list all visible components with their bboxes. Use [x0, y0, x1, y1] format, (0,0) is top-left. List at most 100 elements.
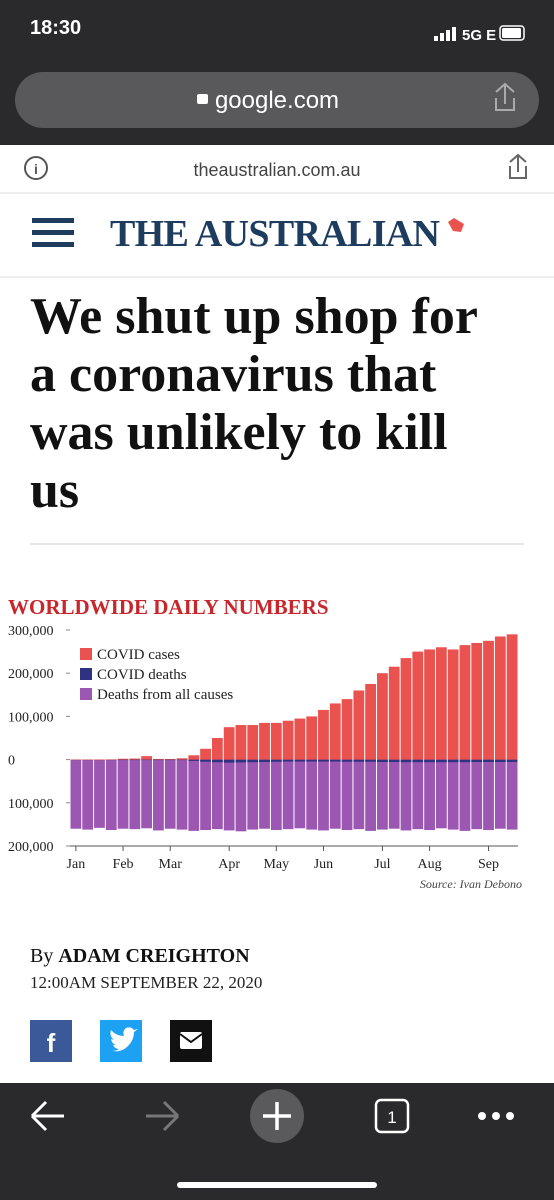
x-tick-label: Jan — [67, 857, 86, 872]
bar — [447, 759, 459, 830]
bar — [188, 759, 200, 761]
bar — [353, 759, 365, 762]
bar — [247, 759, 259, 830]
bar — [176, 759, 188, 761]
info-glyph: i — [34, 161, 38, 177]
address-bar[interactable] — [15, 72, 539, 128]
author: ADAM CREIGHTON — [58, 945, 250, 967]
bar — [164, 759, 176, 761]
bar — [141, 759, 153, 761]
signal — [434, 27, 456, 41]
bar — [164, 759, 176, 829]
bar — [353, 690, 365, 760]
bar — [506, 759, 518, 830]
legend-swatch — [80, 688, 92, 700]
facebook-button[interactable] — [30, 1020, 72, 1062]
bar — [318, 759, 329, 762]
bar — [400, 658, 412, 760]
email-glyph — [180, 1032, 202, 1049]
bar — [70, 759, 82, 829]
legend-swatch — [80, 668, 92, 680]
bar — [82, 759, 94, 830]
bar — [329, 759, 341, 762]
battery-level — [502, 28, 521, 38]
bar — [306, 759, 318, 762]
bar — [211, 759, 223, 763]
bar — [70, 759, 82, 761]
bar — [471, 759, 483, 830]
forward-button[interactable] — [146, 1100, 180, 1132]
bar — [211, 759, 223, 830]
logo-map — [448, 218, 464, 232]
bar — [235, 759, 247, 763]
site-share-icon[interactable] — [509, 153, 527, 179]
bar — [424, 759, 435, 831]
x-tick-label: Sep — [478, 857, 499, 872]
back-button[interactable] — [30, 1100, 64, 1132]
bar — [223, 759, 235, 831]
bar — [506, 759, 518, 762]
bar — [270, 722, 282, 760]
share-icon[interactable] — [495, 82, 515, 111]
chart-title: WORLDWIDE DAILY NUMBERS — [8, 595, 329, 619]
tabs-button[interactable] — [374, 1098, 410, 1134]
bar — [318, 759, 329, 831]
menu-icon[interactable] — [32, 218, 74, 247]
headline-line: us — [30, 462, 79, 519]
bar — [129, 758, 141, 760]
bar — [223, 759, 235, 763]
x-tick-label: Jul — [374, 857, 390, 872]
date: 12:00AM SEPTEMBER 22, 2020 — [30, 973, 262, 992]
bar — [259, 722, 270, 760]
headline-line: a coronavirus that — [30, 346, 437, 403]
bar — [200, 759, 211, 762]
x-tick-label: Jun — [314, 857, 333, 872]
bar — [223, 727, 235, 760]
bar — [282, 759, 294, 762]
bar — [294, 718, 306, 760]
bar — [388, 666, 400, 760]
lock-icon — [197, 94, 208, 104]
bar — [494, 636, 506, 760]
twitter-glyph — [110, 1027, 138, 1052]
legend-label: COVID deaths — [97, 667, 187, 683]
more-button[interactable] — [478, 1112, 514, 1120]
home-indicator — [177, 1182, 377, 1188]
x-tick-label: Aug — [418, 857, 442, 872]
bar — [506, 634, 518, 760]
bar — [388, 759, 400, 829]
bar — [459, 759, 471, 831]
info-icon[interactable] — [24, 156, 48, 180]
bar — [424, 759, 435, 763]
bar — [435, 759, 447, 763]
bar — [483, 759, 494, 762]
headline-line: We shut up shop for — [30, 288, 478, 345]
bar — [435, 759, 447, 829]
bar — [153, 759, 164, 831]
bar — [412, 759, 424, 830]
bar — [105, 759, 117, 831]
bar — [353, 759, 365, 830]
bar — [188, 755, 200, 760]
bar — [306, 759, 318, 830]
y-tick-label: 300,000 — [8, 624, 54, 639]
y-tick-label: 200,000 — [8, 667, 54, 682]
bar — [471, 759, 483, 762]
bar — [400, 759, 412, 831]
x-tick-label: May — [263, 857, 289, 872]
bar — [412, 651, 424, 760]
x-tick-label: Feb — [113, 857, 134, 872]
plus-glyph — [263, 1102, 291, 1130]
bar — [459, 645, 471, 760]
chart: WORLDWIDE DAILY NUMBERS Source: Ivan Deb… — [8, 595, 522, 891]
bar — [435, 647, 447, 760]
bar — [494, 759, 506, 762]
bar — [247, 759, 259, 763]
bar — [329, 759, 341, 829]
bar — [329, 703, 341, 760]
bar — [270, 759, 282, 762]
legend-label: Deaths from all causes — [97, 687, 233, 703]
bar — [377, 759, 388, 830]
